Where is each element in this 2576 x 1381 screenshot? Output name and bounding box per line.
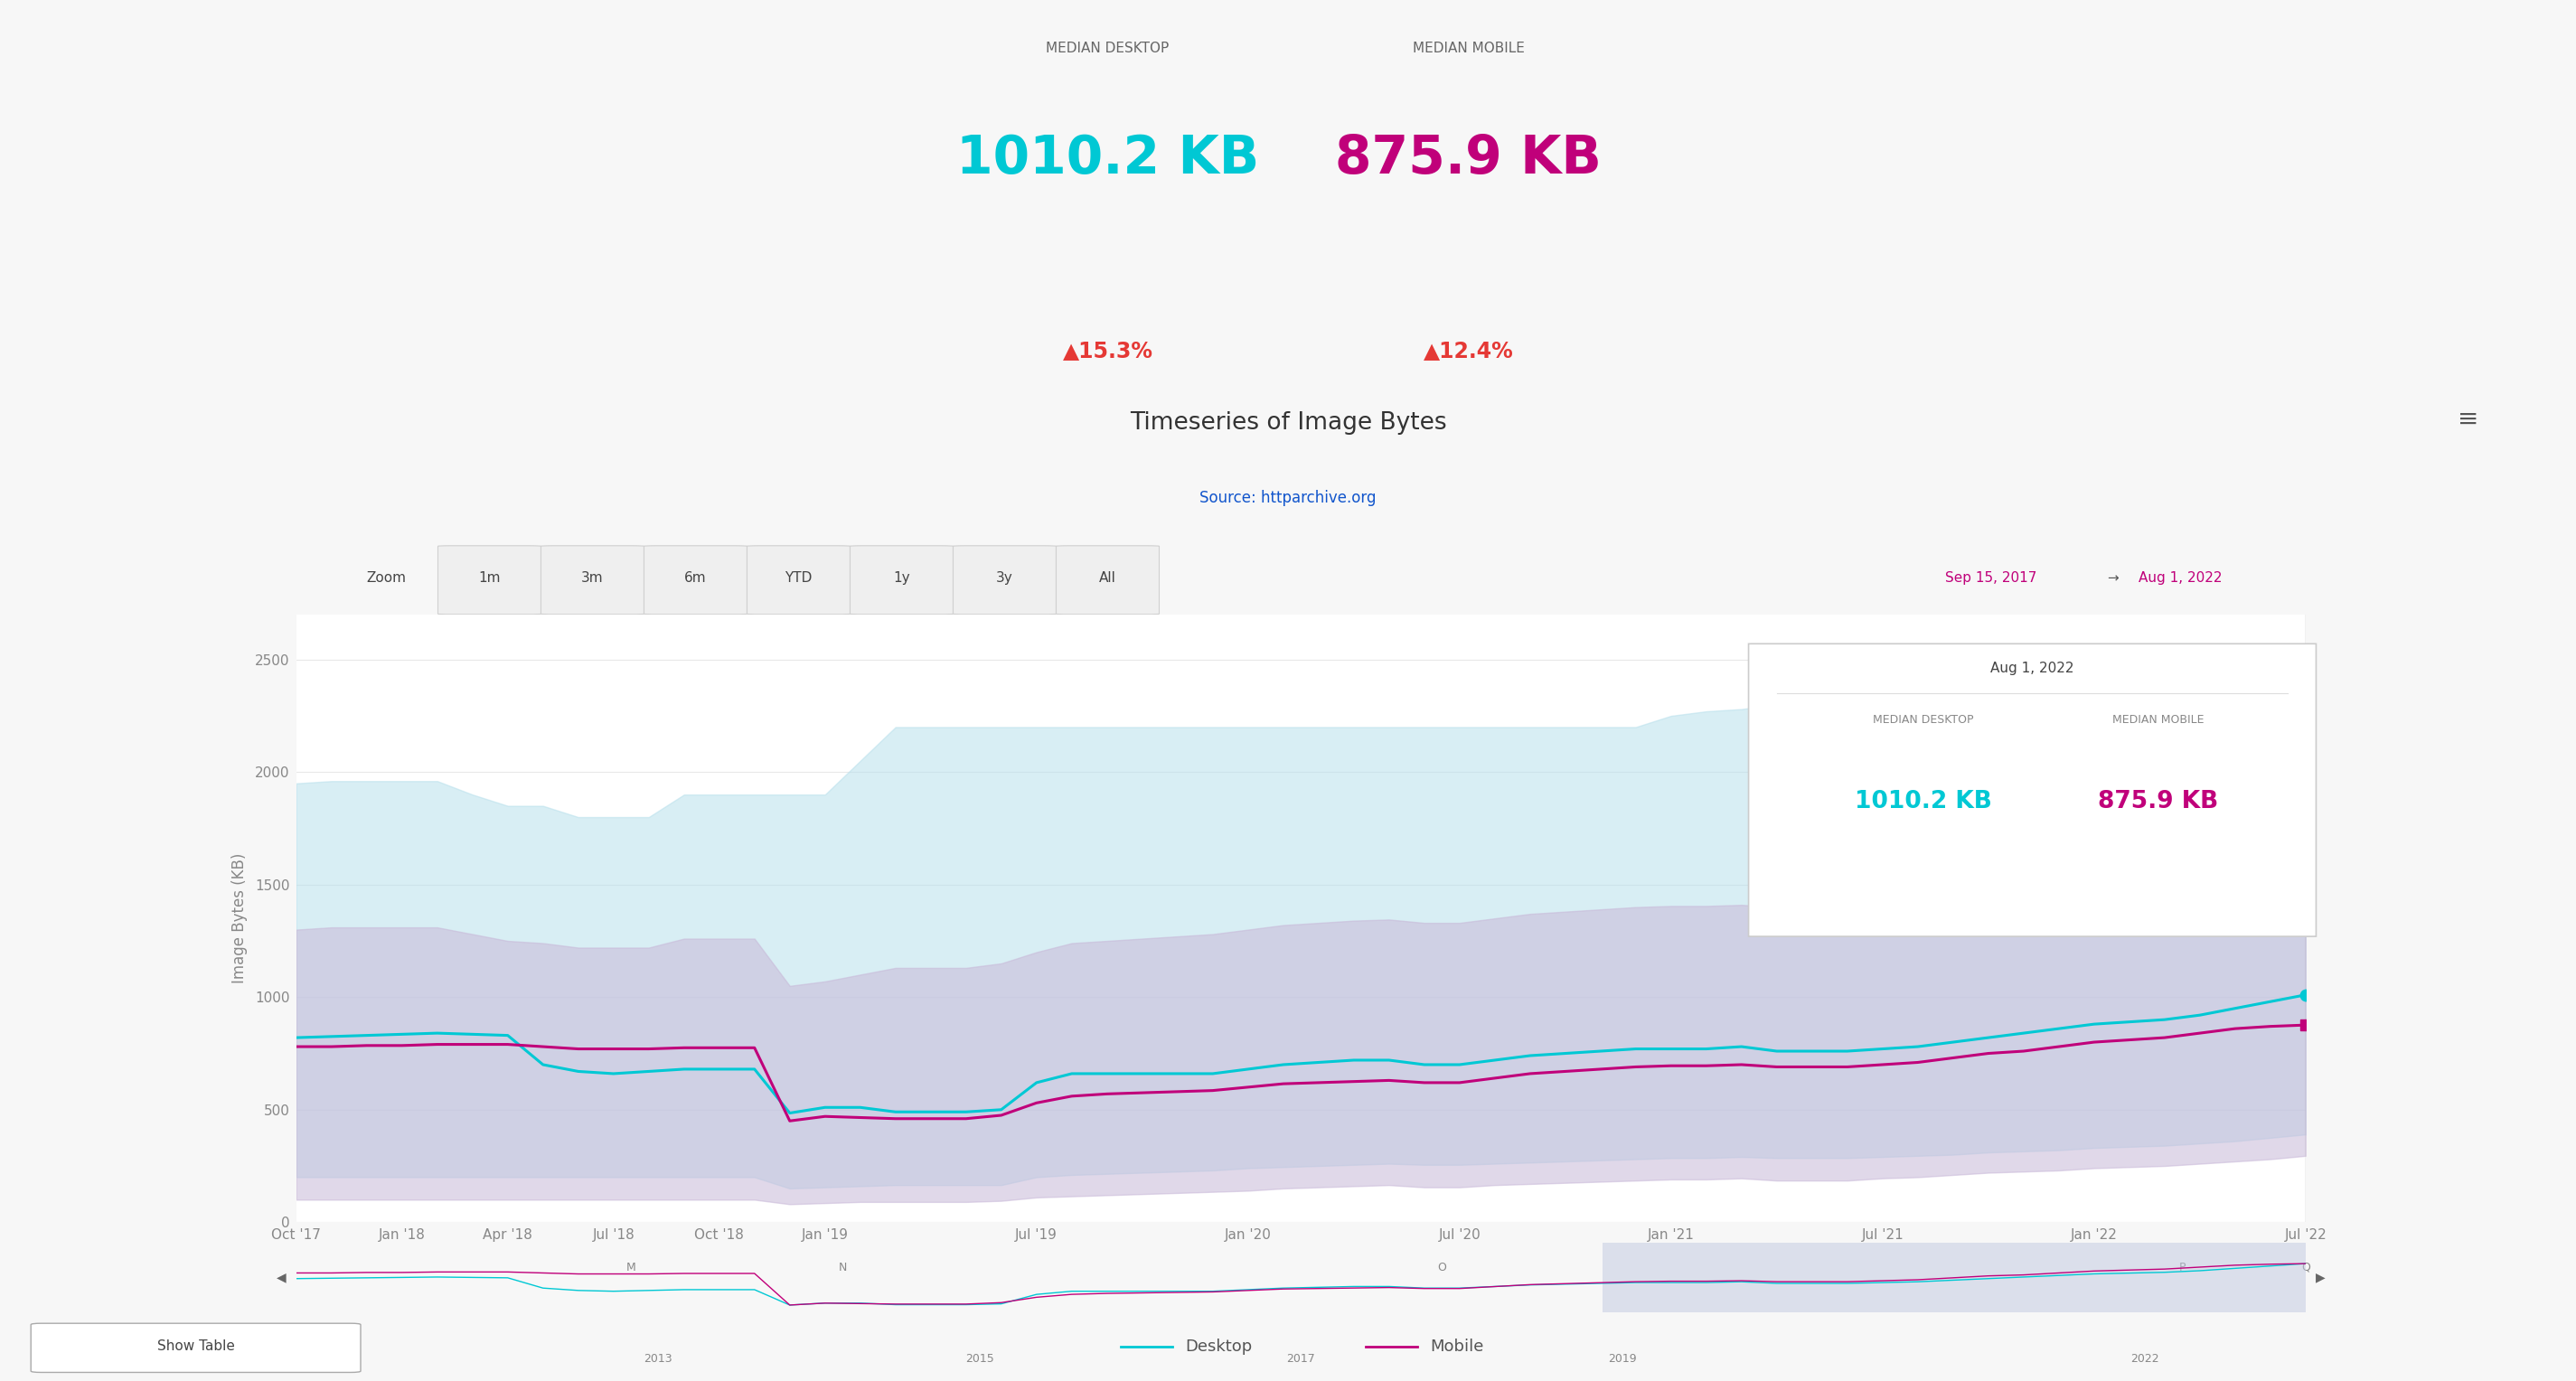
Text: MEDIAN MOBILE: MEDIAN MOBILE: [1412, 41, 1525, 55]
Text: P: P: [2179, 1262, 2184, 1273]
Text: O: O: [1437, 1262, 1445, 1273]
Text: YTD: YTD: [786, 572, 811, 586]
Text: 1y: 1y: [894, 572, 909, 586]
Text: M: M: [626, 1262, 636, 1273]
Text: All: All: [1100, 572, 1115, 586]
Text: 3m: 3m: [582, 572, 603, 586]
Text: Zoom: Zoom: [366, 572, 407, 586]
Text: Desktop: Desktop: [1185, 1338, 1252, 1355]
Text: Aug 1, 2022: Aug 1, 2022: [2138, 572, 2221, 586]
Text: Q: Q: [2300, 1262, 2311, 1273]
FancyBboxPatch shape: [438, 545, 541, 615]
Text: 2013: 2013: [644, 1353, 672, 1366]
Text: MEDIAN MOBILE: MEDIAN MOBILE: [2112, 714, 2205, 725]
Text: 6m: 6m: [685, 572, 706, 586]
Text: →: →: [2107, 572, 2117, 586]
Text: 3y: 3y: [997, 572, 1012, 586]
Text: MEDIAN DESKTOP: MEDIAN DESKTOP: [1046, 41, 1170, 55]
Text: 1m: 1m: [479, 572, 500, 586]
Text: 2022: 2022: [2130, 1353, 2159, 1366]
Text: MEDIAN DESKTOP: MEDIAN DESKTOP: [1873, 714, 1973, 725]
FancyBboxPatch shape: [850, 545, 953, 615]
Text: 2019: 2019: [1607, 1353, 1636, 1366]
Text: 1010.2 KB: 1010.2 KB: [956, 133, 1260, 184]
FancyBboxPatch shape: [747, 545, 850, 615]
Bar: [1602, 1243, 2306, 1312]
FancyBboxPatch shape: [541, 545, 644, 615]
Text: Aug 1, 2022: Aug 1, 2022: [1991, 661, 2074, 675]
Text: Sep 15, 2017: Sep 15, 2017: [1945, 572, 2038, 586]
Text: ≡: ≡: [2458, 406, 2478, 432]
Text: 2017: 2017: [1285, 1353, 1316, 1366]
Text: ▲15.3%: ▲15.3%: [1061, 340, 1154, 362]
FancyBboxPatch shape: [1056, 545, 1159, 615]
Text: Show Table: Show Table: [157, 1340, 234, 1353]
Text: 2011: 2011: [322, 1353, 350, 1366]
Text: 2015: 2015: [966, 1353, 994, 1366]
Text: Timeseries of Image Bytes: Timeseries of Image Bytes: [1128, 412, 1448, 435]
Text: ▶: ▶: [2316, 1271, 2326, 1284]
FancyBboxPatch shape: [1749, 644, 2316, 936]
Text: 875.9 KB: 875.9 KB: [2097, 790, 2218, 813]
FancyBboxPatch shape: [953, 545, 1056, 615]
Text: 875.9 KB: 875.9 KB: [1334, 133, 1602, 184]
Text: ▲12.4%: ▲12.4%: [1422, 340, 1512, 362]
FancyBboxPatch shape: [31, 1323, 361, 1373]
Text: N: N: [837, 1262, 848, 1273]
Y-axis label: Image Bytes (KB): Image Bytes (KB): [232, 853, 247, 983]
Text: Source: httparchive.org: Source: httparchive.org: [1200, 489, 1376, 505]
Text: Mobile: Mobile: [1430, 1338, 1484, 1355]
FancyBboxPatch shape: [644, 545, 747, 615]
Text: 1010.2 KB: 1010.2 KB: [1855, 790, 1991, 813]
Text: ◀: ◀: [276, 1271, 286, 1284]
